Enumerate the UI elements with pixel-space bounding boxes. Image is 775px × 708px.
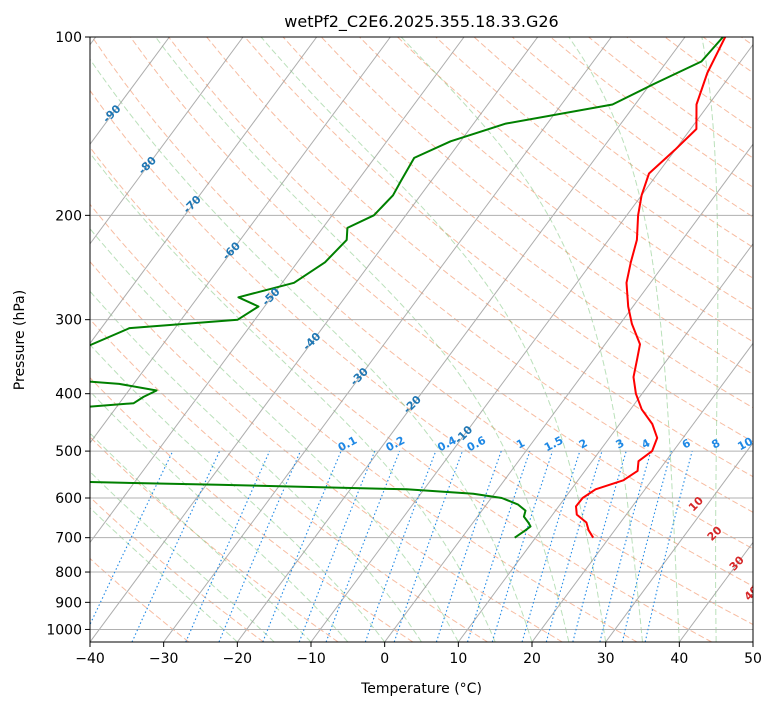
dry-adiabat <box>90 146 712 642</box>
y-tick-label: 600 <box>55 491 82 507</box>
moist-adiabat <box>90 152 496 642</box>
mixing-ratio-line <box>545 450 603 642</box>
y-tick-label: 200 <box>55 208 82 224</box>
mixing-ratio-line <box>572 450 627 642</box>
y-tick-label: 800 <box>55 565 82 581</box>
dry-adiabat <box>244 37 753 443</box>
dry-adiabat <box>90 89 753 626</box>
x-tick-label: −10 <box>296 651 326 667</box>
x-tick-label: 0 <box>380 651 389 667</box>
x-tick-label: −20 <box>223 651 253 667</box>
chart-title: wetPf2_C2E6.2025.355.18.33.G26 <box>284 12 558 32</box>
y-tick-label: 1000 <box>46 622 82 638</box>
dry-adiabat <box>90 377 414 642</box>
moist-adiabat <box>260 37 607 642</box>
moist-adiabat <box>701 37 719 642</box>
isotherm <box>90 37 244 245</box>
isotherm <box>457 242 753 642</box>
isotherm <box>236 37 686 642</box>
mixing-ratio-line <box>521 450 581 642</box>
mixing-ratio-line <box>644 450 693 642</box>
mixing-ratio-line <box>466 450 531 642</box>
moist-adiabat <box>90 58 533 642</box>
dewpoint-line <box>90 37 724 539</box>
x-tick-label: −30 <box>149 651 179 667</box>
y-tick-label: 100 <box>55 30 82 46</box>
mixing-ratio-line <box>393 450 463 642</box>
dry-adiabat <box>90 203 638 642</box>
x-tick-label: 50 <box>744 651 762 667</box>
isotherm <box>605 442 753 642</box>
dry-adiabat <box>90 318 488 642</box>
x-axis-label: Temperature (°C) <box>360 681 482 697</box>
moist-adiabat <box>90 470 275 642</box>
moist-adiabat <box>568 37 680 642</box>
x-tick-label: 30 <box>597 651 615 667</box>
y-tick-label: 400 <box>55 387 82 403</box>
isotherm-label-warm: 40 <box>742 583 762 603</box>
background-lines <box>90 37 753 642</box>
mixing-ratio-line <box>364 450 437 642</box>
isotherm <box>90 37 318 345</box>
moist-adiabat <box>400 37 643 642</box>
y-tick-label: 300 <box>55 313 82 329</box>
temperature-line <box>575 37 727 539</box>
x-tick-label: −40 <box>75 651 105 667</box>
profile-series <box>90 37 727 539</box>
mixing-ratio-line <box>325 450 401 642</box>
y-tick-label: 900 <box>55 595 82 611</box>
dry-adiabat <box>168 37 753 513</box>
mixing-ratio-line <box>185 450 271 642</box>
mixing-ratio-line <box>621 450 672 642</box>
dry-adiabat <box>359 37 753 343</box>
isotherm <box>90 37 465 544</box>
moist-adiabat <box>155 37 570 642</box>
x-tick-label: 40 <box>670 651 688 667</box>
mixing-ratio-line <box>298 450 376 642</box>
plot-frame <box>89 36 754 643</box>
isotherm <box>531 342 753 642</box>
dry-adiabat <box>282 37 753 409</box>
isotherm <box>163 37 612 642</box>
isotherm <box>90 37 170 146</box>
dry-adiabat <box>90 557 190 642</box>
moist-adiabat <box>90 390 349 642</box>
mixing-ratio-line <box>262 450 342 642</box>
axes: −40 −30 −20 −10 0 10 20 30 40 50 100 200 300 400 500 60… <box>46 30 762 667</box>
x-tick-label: 10 <box>449 651 467 667</box>
mixing-ratio-line <box>218 450 302 642</box>
dry-adiabat <box>91 37 753 587</box>
moist-adiabat <box>90 344 386 642</box>
mixing-ratio-line <box>491 450 554 642</box>
isotherm <box>384 143 753 642</box>
mixing-ratio-line <box>599 450 652 642</box>
y-axis-label: Pressure (hPa) <box>12 290 28 390</box>
isotherm <box>310 43 753 642</box>
isotherm <box>90 37 391 444</box>
mixing-ratio-line <box>435 450 502 642</box>
x-tick-label: 20 <box>523 651 541 667</box>
y-tick-label: 500 <box>55 444 82 460</box>
dry-adiabat <box>129 37 753 550</box>
y-tick-label: 700 <box>55 531 82 547</box>
mixing-ratio-label: 10 <box>735 435 755 454</box>
